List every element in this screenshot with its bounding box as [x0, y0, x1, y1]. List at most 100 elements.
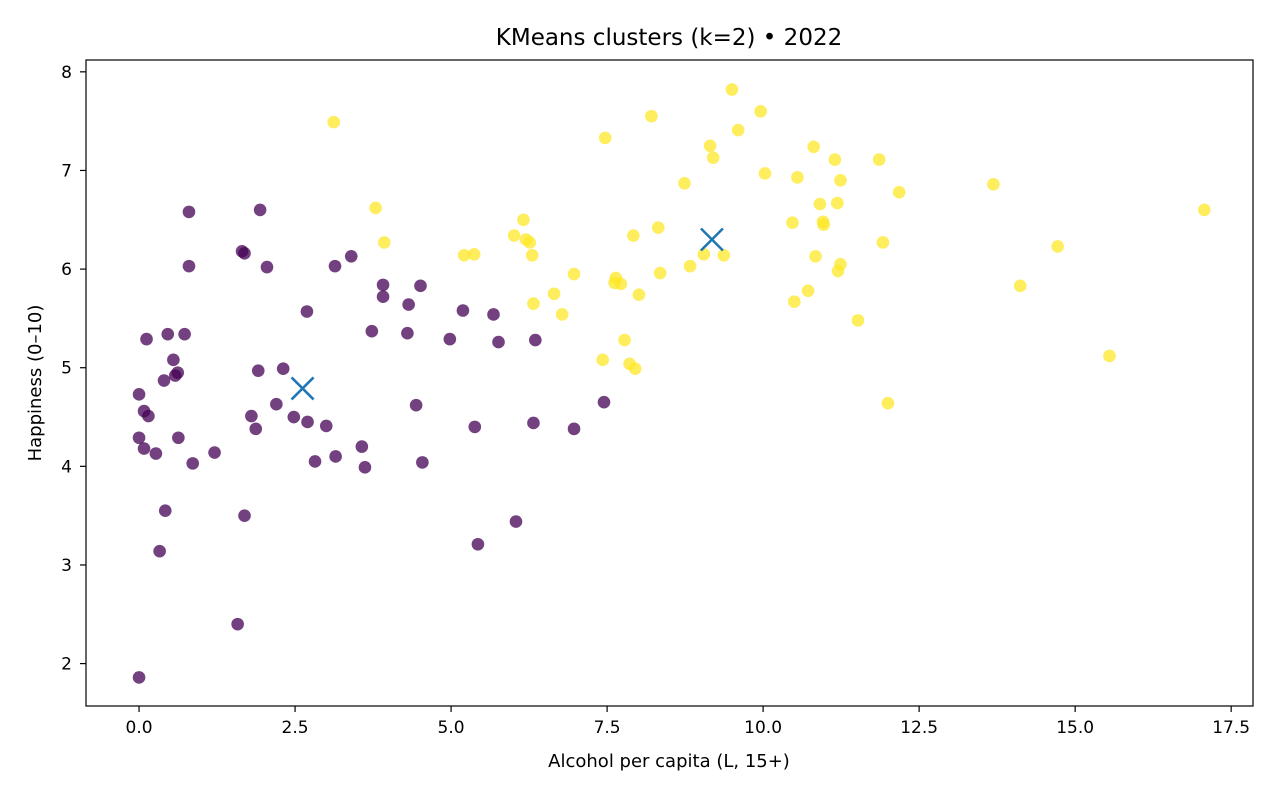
data-point-cluster1-26: [653, 266, 667, 280]
data-point-cluster1-29: [697, 247, 711, 261]
data-point-cluster0-60: [597, 395, 611, 409]
data-point-cluster0-44: [376, 290, 390, 304]
x-tick-label: 7.5: [594, 718, 621, 738]
data-point-cluster1-39: [791, 171, 804, 184]
data-point-cluster0-19: [186, 457, 200, 470]
data-point-cluster0-11: [161, 327, 175, 341]
data-point-cluster1-31: [706, 151, 720, 164]
data-point-cluster1-22: [628, 362, 642, 376]
x-tick-label: 2.5: [282, 718, 309, 738]
y-tick-label: 3: [61, 556, 72, 576]
data-point-cluster1-57: [1013, 279, 1027, 293]
data-point-cluster0-1: [132, 431, 146, 445]
data-point-cluster0-18: [182, 259, 196, 273]
data-point-cluster0-38: [329, 450, 342, 463]
data-point-cluster0-41: [358, 461, 372, 474]
data-point-cluster1-9: [525, 248, 539, 262]
data-point-cluster1-28: [683, 259, 697, 273]
data-point-cluster1-2: [378, 236, 391, 249]
data-point-cluster1-25: [651, 221, 665, 234]
data-point-cluster0-17: [182, 205, 196, 219]
data-point-cluster1-40: [801, 284, 815, 298]
data-point-cluster1-36: [758, 167, 772, 180]
data-point-cluster0-50: [443, 332, 457, 346]
x-tick-label: 15.0: [1056, 718, 1094, 738]
data-point-cluster1-33: [725, 83, 739, 96]
x-tick-label: 17.5: [1212, 718, 1250, 738]
data-point-cluster1-51: [851, 314, 865, 327]
data-point-cluster1-50: [834, 174, 847, 187]
data-point-cluster0-26: [249, 422, 263, 436]
data-points: [132, 83, 1211, 684]
data-point-cluster1-8: [523, 236, 537, 249]
data-point-cluster1-13: [567, 267, 581, 281]
y-tick-label: 8: [61, 63, 72, 83]
data-point-cluster1-37: [786, 216, 799, 230]
data-point-cluster0-43: [376, 278, 390, 292]
data-point-cluster0-45: [401, 326, 414, 340]
data-point-cluster1-30: [703, 139, 717, 153]
data-point-cluster0-39: [344, 249, 358, 263]
data-point-cluster1-43: [813, 197, 827, 211]
data-point-cluster0-35: [308, 455, 322, 468]
data-point-cluster1-45: [817, 218, 830, 232]
data-point-cluster0-20: [208, 446, 221, 459]
data-point-cluster0-56: [509, 515, 523, 528]
data-point-cluster0-49: [416, 456, 429, 469]
data-point-cluster1-42: [809, 249, 822, 263]
data-point-cluster0-36: [319, 419, 333, 433]
data-point-cluster0-46: [402, 298, 415, 311]
data-point-cluster1-34: [731, 123, 745, 137]
x-tick-label: 10.0: [744, 718, 782, 738]
data-point-cluster0-48: [414, 279, 427, 293]
data-point-cluster0-15: [172, 431, 185, 445]
data-point-cluster1-0: [327, 115, 341, 129]
y-tick-label: 6: [61, 260, 72, 280]
data-point-cluster0-25: [245, 409, 258, 423]
data-point-cluster0-33: [300, 305, 314, 318]
data-point-cluster1-47: [831, 196, 844, 210]
y-tick-label: 5: [61, 359, 72, 379]
data-point-cluster1-53: [876, 236, 890, 249]
data-point-cluster0-27: [251, 364, 265, 377]
y-tick-label: 7: [61, 161, 72, 181]
data-point-cluster0-6: [142, 409, 155, 423]
x-tick-label: 12.5: [900, 718, 938, 738]
data-point-cluster1-21: [627, 229, 640, 242]
data-point-cluster0-40: [355, 440, 369, 453]
data-point-cluster0-9: [157, 374, 171, 387]
data-point-cluster1-41: [807, 140, 820, 154]
data-point-cluster0-37: [328, 259, 342, 273]
plot-frame: [85, 59, 1254, 707]
data-point-cluster0-32: [287, 410, 301, 424]
chart-title: KMeans clusters (k=2) • 2022: [496, 25, 842, 51]
data-point-cluster1-35: [754, 104, 767, 118]
data-point-cluster0-23: [238, 247, 251, 260]
data-point-cluster1-3: [457, 248, 471, 262]
data-point-cluster1-56: [987, 177, 1000, 191]
data-point-cluster0-54: [487, 308, 500, 321]
data-point-cluster1-54: [881, 396, 895, 410]
x-tick-label: 5.0: [438, 718, 465, 738]
centroid-marker-1: [700, 227, 724, 252]
y-axis-ticks: 2 3 4 5 6 7 8: [61, 63, 86, 675]
centroid-markers: [290, 227, 724, 401]
data-point-cluster1-58: [1051, 240, 1064, 253]
x-axis-label: Alcohol per capita (L, 15+): [548, 751, 790, 772]
data-point-cluster1-38: [788, 295, 801, 308]
data-point-cluster0-57: [527, 416, 540, 430]
y-tick-label: 2: [61, 655, 72, 675]
data-point-cluster1-32: [717, 248, 731, 262]
data-point-cluster0-2: [132, 388, 146, 401]
data-point-cluster0-51: [456, 304, 470, 317]
data-point-cluster0-47: [409, 398, 423, 412]
data-point-cluster1-10: [527, 297, 540, 310]
data-point-cluster0-53: [471, 537, 485, 551]
y-tick-label: 4: [61, 457, 72, 477]
data-point-cluster1-49: [834, 257, 847, 271]
data-point-cluster1-59: [1103, 349, 1116, 363]
data-point-cluster0-4: [137, 442, 151, 455]
data-point-cluster0-0: [132, 671, 146, 684]
